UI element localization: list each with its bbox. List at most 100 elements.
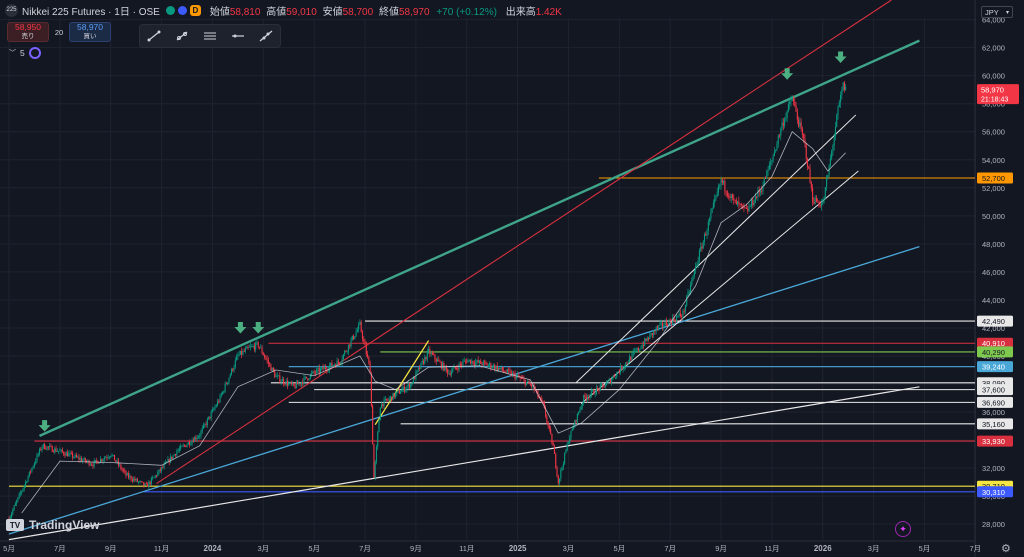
white-long-line[interactable] <box>8 386 920 541</box>
candle-body <box>813 201 815 204</box>
candle-body <box>204 424 206 425</box>
sell-button[interactable]: 58,950 売り <box>7 22 49 42</box>
time-tick-label: 7月 <box>664 544 676 553</box>
candle-body <box>256 342 258 344</box>
currency-selector[interactable]: JPY ▾ <box>981 6 1013 18</box>
candle-body <box>336 360 338 367</box>
candle-body <box>654 330 656 332</box>
price-level-tag-label: 39,240 <box>982 363 1005 372</box>
candle-body <box>663 325 665 327</box>
candle-body <box>252 345 254 347</box>
candle-body <box>18 494 20 498</box>
parallel-channel-tool-icon[interactable] <box>202 29 218 43</box>
candle-body <box>101 459 103 462</box>
candle-body <box>355 331 357 337</box>
candle-body <box>47 446 49 448</box>
channel-upper-line[interactable] <box>575 114 857 383</box>
candle-body <box>668 320 670 326</box>
candle-body <box>468 359 470 361</box>
candle-body <box>186 444 188 447</box>
candle-body <box>265 357 267 359</box>
candle-body <box>269 363 271 365</box>
candle-body <box>637 347 639 351</box>
candle-body <box>756 196 758 198</box>
countdown-label: 21:18:43 <box>981 97 1008 104</box>
down-arrow-marker[interactable] <box>38 420 51 432</box>
candle-body <box>238 354 240 356</box>
candle-body <box>115 460 117 462</box>
candle-body <box>489 363 491 366</box>
candle-body <box>10 513 13 518</box>
candle-body <box>246 346 248 349</box>
buy-button[interactable]: 58,970 買い <box>69 22 111 42</box>
candle-body <box>175 454 177 456</box>
status-dot-icon <box>165 5 175 15</box>
cyan-trend-line[interactable] <box>8 246 920 535</box>
magic-icon[interactable]: ✦ <box>895 521 911 537</box>
candle-body <box>312 371 314 374</box>
candle-body <box>382 403 384 407</box>
candle-body <box>307 378 309 380</box>
symbol-title[interactable]: Nikkei 225 Futures · 1日 · OSE <box>22 6 160 18</box>
candle-body <box>134 478 136 481</box>
candle-body <box>557 476 559 484</box>
time-tick-label: 7月 <box>359 544 371 553</box>
price-level-tag-label: 35,160 <box>982 420 1005 429</box>
candle-body <box>438 359 440 362</box>
down-arrow-marker[interactable] <box>252 321 265 334</box>
price-tick-label: 60,000 <box>982 72 1005 81</box>
extended-line-tool-icon[interactable] <box>258 29 274 43</box>
candle-body <box>72 453 74 458</box>
candle-body <box>667 325 669 326</box>
candle-body <box>225 383 227 385</box>
candle-body <box>139 481 141 482</box>
teal-resistance-line[interactable] <box>39 39 920 437</box>
candle-body <box>120 464 122 469</box>
candle-body <box>384 398 386 400</box>
candle-body <box>52 451 55 453</box>
candle-body <box>796 111 798 120</box>
candle-body <box>58 450 60 452</box>
candle-body <box>678 313 680 317</box>
trend-line-tool-icon[interactable] <box>146 29 162 43</box>
candle-body <box>285 380 287 385</box>
candle-body <box>644 338 646 346</box>
indicator-legend[interactable]: ﹀ 5 <box>9 47 41 59</box>
down-arrow-marker[interactable] <box>234 321 247 334</box>
price-tick-label: 42,000 <box>982 324 1005 333</box>
candle-body <box>297 381 299 385</box>
gear-icon[interactable]: ⚙ <box>1001 543 1011 555</box>
candle-body <box>147 484 149 487</box>
candle-body <box>761 190 763 192</box>
yellow-flag-line[interactable] <box>374 340 430 426</box>
down-arrow-marker[interactable] <box>834 51 847 63</box>
candle-body <box>61 449 63 452</box>
ray-tool-icon[interactable] <box>174 29 190 43</box>
candle-body <box>295 381 297 388</box>
red-trend-line[interactable] <box>156 0 892 484</box>
collapse-chevron-icon[interactable]: ﹀ <box>9 50 16 57</box>
candle-body <box>662 322 664 327</box>
candle-body <box>228 377 230 383</box>
candle-body <box>119 464 121 466</box>
candle-body <box>804 138 806 144</box>
down-arrow-marker[interactable] <box>781 68 794 80</box>
price-level-tag-label: 36,690 <box>982 398 1005 407</box>
candle-body <box>89 464 91 466</box>
candle-body <box>197 436 200 438</box>
horizontal-line-tool-icon[interactable] <box>230 29 246 43</box>
channel-lower-line[interactable] <box>580 170 859 405</box>
candle-body <box>340 362 342 365</box>
candle-body <box>26 481 28 483</box>
candle-body <box>515 375 517 379</box>
candle-body <box>213 409 215 410</box>
candle-body <box>96 460 98 462</box>
time-tick-label: 3月 <box>257 544 269 553</box>
candle-body <box>425 357 427 360</box>
candle-body <box>478 360 481 363</box>
candle-body <box>672 317 674 324</box>
price-level-tag-label: 38,090 <box>982 379 1005 388</box>
candle-body <box>199 435 201 437</box>
candle-body <box>503 370 505 372</box>
